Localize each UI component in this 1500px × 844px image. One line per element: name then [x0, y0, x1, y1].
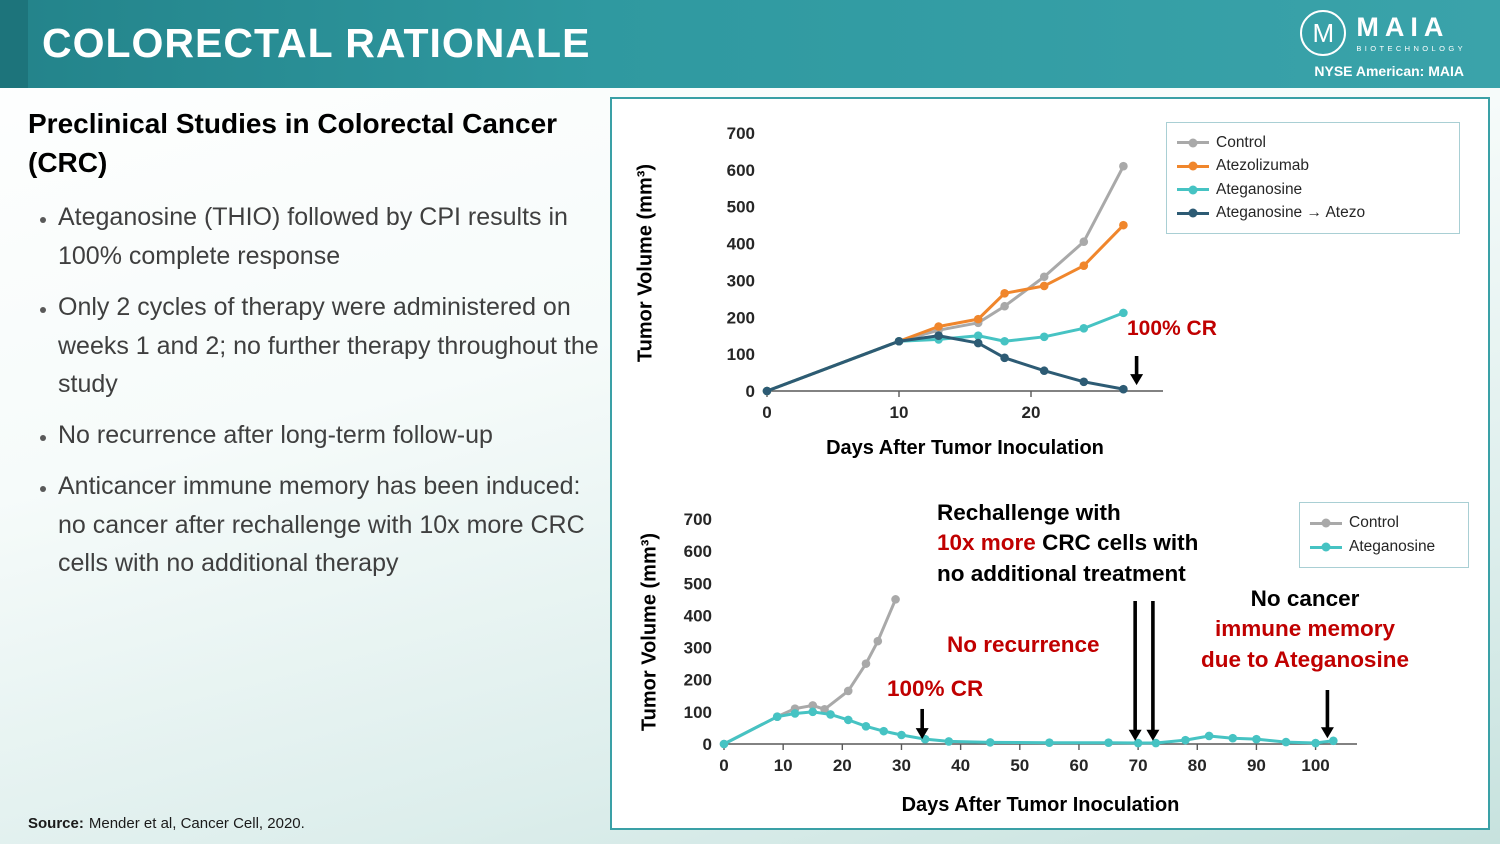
svg-text:40: 40 [951, 756, 970, 775]
svg-text:200: 200 [727, 308, 755, 327]
svg-text:20: 20 [833, 756, 852, 775]
legend-item-ateganosine: Ateganosine [1177, 178, 1449, 202]
maia-logo-icon: M [1300, 10, 1347, 56]
svg-text:600: 600 [684, 542, 712, 561]
legend-item-control: Control [1310, 511, 1458, 535]
maia-logo: M MAIA BIOTECHNOLOGY [1300, 10, 1466, 56]
svg-text:60: 60 [1069, 756, 1088, 775]
header-bar: COLORECTAL RATIONALE M MAIA BIOTECHNOLOG… [0, 0, 1500, 88]
svg-text:500: 500 [684, 574, 712, 593]
legend-item-control: Control [1177, 131, 1449, 155]
svg-text:0: 0 [762, 403, 771, 422]
logo-wordmark: MAIA [1356, 11, 1450, 42]
bullet-item: Anticancer immune memory has been induce… [58, 467, 613, 583]
svg-text:500: 500 [727, 198, 755, 217]
svg-text:300: 300 [684, 639, 712, 658]
legend-marker [1310, 518, 1342, 528]
annotation-no-recurrence: No recurrence [947, 632, 1100, 657]
top-y-axis-label: Tumor Volume (mm³) [634, 163, 657, 363]
legend-item-ateganosine-atezo: Ateganosine → Atezo [1177, 202, 1449, 226]
svg-text:30: 30 [892, 756, 911, 775]
source-text: Mender et al, Cancer Cell, 2020. [88, 815, 305, 832]
svg-text:400: 400 [684, 606, 712, 625]
svg-text:0: 0 [719, 756, 728, 775]
legend-marker [1310, 542, 1342, 552]
logo-subtext: BIOTECHNOLOGY [1356, 43, 1466, 53]
svg-text:0: 0 [746, 382, 755, 401]
bottom-chart-legend: Control Ateganosine [1299, 502, 1469, 568]
legend-marker [1177, 161, 1209, 171]
bottom-x-axis-label: Days After Tumor Inoculation [901, 794, 1180, 816]
svg-text:90: 90 [1247, 756, 1266, 775]
header-accent-strip [0, 0, 28, 88]
chart-top-combination-therapy: 0 100 200 300 400 500 600 700 0 10 20 Tumor Volume… [622, 107, 1478, 491]
svg-text:70: 70 [1129, 756, 1148, 775]
source-citation: Source: Mender et al, Cancer Cell, 2020. [28, 815, 305, 832]
stock-ticker: NYSE American: MAIA [1314, 63, 1464, 79]
section-heading: Preclinical Studies in Colorectal Cancer… [28, 108, 558, 179]
svg-text:100: 100 [1301, 756, 1329, 775]
bullet-item: Ateganosine (THIO) followed by CPI resul… [58, 198, 613, 276]
legend-marker [1177, 138, 1209, 148]
svg-text:100: 100 [684, 703, 712, 722]
slide-title: COLORECTAL RATIONALE [42, 20, 591, 66]
svg-text:700: 700 [727, 124, 755, 143]
annotation-rechallenge: Rechallenge with 10x more CRC cells with… [937, 500, 1199, 586]
source-label: Source: [28, 815, 84, 832]
bottom-line-chart: 0 100 200 300 400 500 600 700 0 10 20 30 40 50 60 70 80 9… [684, 510, 1357, 775]
legend-marker [1177, 208, 1209, 218]
legend-item-atezolizumab: Atezolizumab [1177, 155, 1449, 179]
svg-text:300: 300 [727, 271, 755, 290]
annotation-immune-memory: No cancer immune memory due to Ateganosi… [1201, 586, 1409, 672]
bullet-item: Only 2 cycles of therapy were administer… [58, 288, 613, 404]
chart-panel: 0 100 200 300 400 500 600 700 0 10 20 Tumor Volume… [610, 97, 1490, 830]
svg-text:80: 80 [1188, 756, 1207, 775]
svg-text:0: 0 [703, 735, 712, 754]
top-x-axis-label: Days After Tumor Inoculation [826, 437, 1104, 459]
left-text-column: Preclinical Studies in Colorectal Cancer… [28, 104, 613, 595]
bullet-list: Ateganosine (THIO) followed by CPI resul… [28, 198, 613, 583]
chart-bottom-rechallenge: 0 100 200 300 400 500 600 700 0 10 20 30 40 50 60 70 80 9… [622, 494, 1478, 824]
svg-text:200: 200 [684, 671, 712, 690]
svg-text:100: 100 [727, 345, 755, 364]
top-chart-legend: Control Atezolizumab Ateganosine Ategano… [1166, 122, 1460, 234]
bullet-item: No recurrence after long-term follow-up [58, 416, 613, 455]
svg-text:50: 50 [1010, 756, 1029, 775]
top-line-chart: 0 100 200 300 400 500 600 700 0 10 20 [727, 124, 1163, 422]
bottom-y-axis-label: Tumor Volume (mm³) [638, 532, 661, 732]
svg-text:700: 700 [684, 510, 712, 529]
legend-item-ateganosine: Ateganosine [1310, 535, 1458, 559]
legend-marker [1177, 185, 1209, 195]
logo-texts: MAIA BIOTECHNOLOGY [1356, 11, 1466, 53]
logo-monogram: M [1312, 17, 1335, 48]
svg-text:10: 10 [890, 403, 909, 422]
svg-text:20: 20 [1022, 403, 1041, 422]
svg-text:400: 400 [727, 235, 755, 254]
svg-text:10: 10 [774, 756, 793, 775]
annotation-100-cr-bottom: 100% CR [887, 676, 984, 701]
annotation-100-cr-top: 100% CR [1127, 317, 1217, 340]
svg-text:600: 600 [727, 161, 755, 180]
